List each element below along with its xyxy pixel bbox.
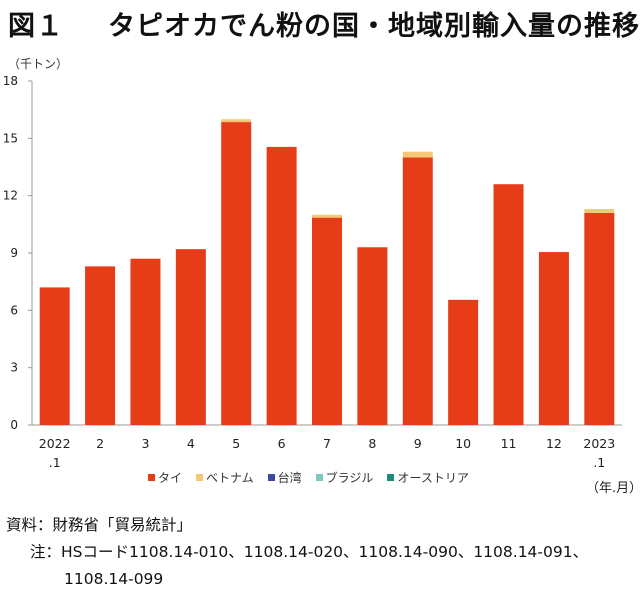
y-tick-label: 9 (10, 246, 18, 260)
bar-segment (312, 217, 342, 425)
bar-segment (448, 299, 479, 425)
bar-segment (584, 209, 615, 213)
x-tick-label: 5 (232, 436, 240, 451)
legend-swatch (267, 474, 275, 481)
bar-segment (402, 151, 433, 158)
hs-code-note: 注：HSコード1108.14-010、1108.14-020、1108.14-0… (30, 543, 589, 561)
legend-label: 台湾 (277, 471, 302, 485)
legend-swatch (315, 474, 323, 481)
figure-notes: 資料：財務省「貿易統計」 注：HSコード1108.14-010、1108.14-… (6, 512, 588, 593)
legend-item: タイ (148, 469, 182, 486)
legend-item: オーストリア (387, 469, 469, 486)
legend-swatch (196, 474, 204, 481)
bar-segment (221, 119, 252, 123)
figure-title: 図１ タピオカでん粉の国・地域別輸入量の推移 (8, 4, 640, 43)
legend-swatch (148, 474, 155, 481)
bar-segment (357, 247, 388, 425)
source-note: 資料：財務省「貿易統計」 (6, 516, 193, 534)
legend-label: タイ (158, 471, 183, 485)
bar-chart: （千トン） 0 3 6 9 12 15 18 2022 .1 2 3 4 5 6 7 8 9 10 11 12 2023.… (3, 57, 622, 470)
bar-segment (584, 212, 615, 425)
figure-title-text: タピオカでん粉の国・地域別輸入量の推移 (108, 11, 640, 42)
hs-code-note-continued: 1108.14-099 (64, 570, 164, 588)
bar-segment (402, 157, 433, 425)
x-tick-label: .1 (49, 455, 61, 470)
bar-segment (221, 122, 252, 425)
y-axis-unit: （千トン） (8, 57, 68, 71)
legend-swatch (387, 474, 395, 481)
y-tick-label: 3 (10, 361, 18, 375)
y-tick-label: 12 (3, 189, 18, 203)
legend-item: 台湾 (267, 469, 302, 486)
x-tick-label: 6 (278, 436, 286, 451)
legend-label: ベトナム (206, 471, 254, 485)
legend-label: ブラジル (325, 471, 374, 485)
x-tick-label: 2022 (39, 436, 71, 451)
bar-segment (175, 249, 206, 425)
x-tick-label: 7 (323, 436, 331, 451)
legend-item: ベトナム (196, 469, 254, 486)
bar-segment (39, 287, 70, 425)
x-tick-label: 12 (546, 436, 562, 451)
bar-segment (312, 214, 342, 218)
x-tick-label: 2 (96, 436, 104, 451)
figure-number: 図１ (8, 11, 64, 42)
bar-segment (130, 258, 161, 425)
x-tick-label: 10 (455, 436, 471, 451)
x-tick-label: 11 (501, 436, 517, 451)
x-tick-label: 3 (141, 436, 149, 451)
bar-segment (493, 184, 524, 425)
bar-segment (85, 266, 116, 425)
chart-legend: タイ ベトナム 台湾 ブラジル オーストリア (148, 469, 469, 486)
bar-segment (538, 252, 569, 425)
y-tick-label: 0 (10, 418, 18, 432)
x-axis-unit: （年.月） (586, 481, 640, 496)
x-tick-label: 2023 (583, 436, 615, 451)
x-tick-label: .1 (593, 455, 605, 470)
x-tick-label: 4 (187, 436, 195, 451)
y-tick-label: 6 (10, 303, 18, 317)
legend-item: ブラジル (315, 469, 374, 486)
legend-label: オーストリア (397, 471, 469, 485)
y-tick-label: 18 (3, 74, 18, 88)
y-tick-label: 15 (3, 131, 18, 145)
x-tick-label: 8 (368, 436, 376, 451)
x-tick-label: 9 (414, 436, 422, 451)
bar-segment (266, 146, 297, 425)
